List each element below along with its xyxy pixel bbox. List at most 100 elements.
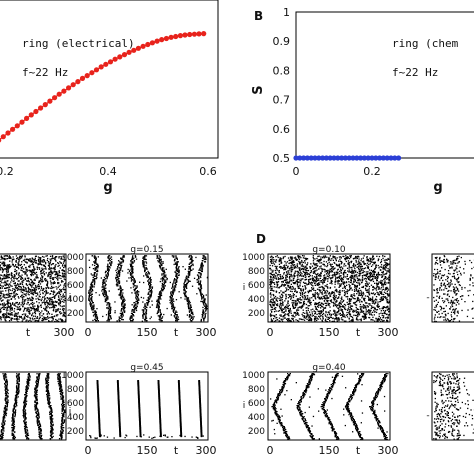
spike-dot — [40, 429, 42, 431]
spike-dot — [38, 374, 40, 376]
spike-dot — [158, 380, 160, 382]
spike-dot — [6, 266, 8, 269]
spike-dot — [175, 267, 178, 269]
spike-dot — [121, 261, 123, 263]
spike-dot — [90, 287, 92, 289]
spike-dot — [53, 296, 55, 298]
spike-dot — [5, 284, 7, 287]
spike-dot — [163, 274, 165, 276]
spike-dot — [157, 304, 160, 306]
spike-dot — [93, 273, 96, 275]
spike-dot — [31, 272, 33, 274]
spike-dot — [90, 435, 92, 437]
spike-dot — [60, 384, 62, 386]
panel-a-point — [89, 70, 95, 76]
spike-dot — [50, 303, 52, 305]
spike-dot — [54, 296, 56, 298]
spike-dot — [180, 433, 183, 435]
spike-dot — [38, 267, 41, 269]
spike-dot — [109, 316, 112, 318]
spike-dot — [14, 282, 16, 284]
spike-dot — [137, 294, 139, 297]
spike-dot — [63, 414, 65, 417]
spike-dot — [128, 270, 131, 273]
spike-dot — [186, 299, 188, 301]
spike-dot — [62, 401, 64, 403]
spike-dot — [131, 257, 134, 259]
spike-dot — [144, 255, 146, 257]
spike-dot — [6, 272, 8, 274]
spike-dot — [2, 418, 5, 420]
spike-dot — [13, 411, 16, 413]
spike-dot — [140, 430, 142, 432]
spike-dot — [6, 406, 8, 408]
spike-dot — [63, 427, 65, 429]
spike-dot — [158, 315, 161, 317]
panel-b-ytick: 0.6 — [273, 123, 291, 136]
spike-dot — [60, 258, 62, 260]
spike-dot — [50, 430, 52, 432]
spike-dot — [202, 255, 204, 257]
spike-dot — [200, 421, 202, 423]
spike-dot — [2, 278, 4, 280]
spike-dot — [38, 261, 40, 263]
spike-dot — [47, 397, 50, 399]
spike-dot — [117, 266, 119, 268]
spike-dot — [142, 301, 144, 303]
spike-dot — [139, 412, 141, 414]
spike-dot — [18, 268, 20, 270]
spike-dot — [22, 291, 24, 294]
spike-dot — [148, 291, 150, 293]
spike-dot — [200, 418, 202, 420]
spike-dot — [123, 298, 125, 300]
spike-dot — [9, 260, 11, 262]
spike-dot — [171, 287, 173, 289]
spike-dot — [46, 383, 49, 385]
spike-dot — [179, 391, 181, 393]
spike-dot — [140, 432, 142, 434]
spike-dot — [1, 429, 3, 431]
spike-dot — [21, 277, 24, 280]
spike-dot — [201, 298, 203, 300]
spike-dot — [169, 302, 171, 304]
spike-dot — [57, 265, 59, 267]
spike-dot — [52, 428, 54, 430]
panel-a-point — [0, 137, 2, 143]
spike-dot — [137, 303, 139, 305]
spike-dot — [47, 376, 49, 378]
spike-dot — [0, 274, 3, 276]
spike-dot — [45, 390, 47, 392]
spike-dot — [49, 280, 52, 282]
spike-dot — [57, 310, 59, 312]
spike-dot — [131, 261, 134, 263]
panel-a-point — [42, 102, 48, 108]
spike-dot — [10, 281, 12, 283]
spike-dot — [10, 272, 13, 274]
spike-dot — [103, 296, 106, 298]
spike-dot — [53, 290, 55, 292]
spike-dot — [59, 388, 61, 390]
spike-dot — [15, 403, 18, 406]
spike-dot — [109, 305, 111, 307]
spike-dot — [179, 400, 181, 402]
spike-dot — [2, 258, 4, 260]
spike-dot — [88, 290, 90, 292]
spike-dot — [177, 267, 180, 269]
panel-a-point — [28, 112, 34, 118]
spike-dot — [13, 438, 16, 440]
spike-dot — [26, 310, 28, 312]
spike-dot — [36, 268, 38, 270]
spike-dot — [37, 419, 39, 421]
spike-dot — [51, 429, 53, 431]
spike-dot — [197, 275, 200, 277]
spike-dot — [37, 418, 39, 420]
spike-dot — [26, 284, 28, 286]
spike-dot — [159, 409, 161, 411]
spike-dot — [8, 313, 10, 315]
spike-dot — [36, 320, 38, 322]
spike-dot — [21, 313, 24, 316]
spike-dot — [159, 280, 161, 283]
spike-dot — [105, 297, 108, 299]
spike-dot — [98, 416, 100, 418]
spike-dot — [47, 274, 49, 276]
